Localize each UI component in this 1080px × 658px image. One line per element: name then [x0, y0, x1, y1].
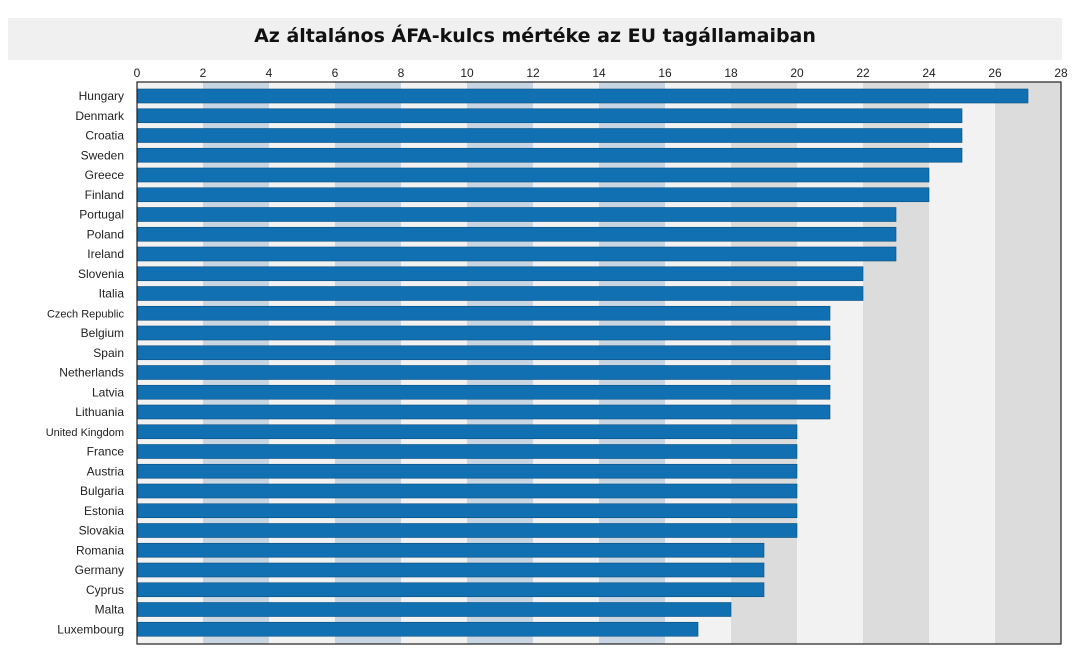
bar-croatia — [136, 128, 963, 143]
bar-malta — [136, 602, 732, 617]
y-category-label: Slovakia — [79, 524, 125, 538]
grid-band — [203, 82, 269, 644]
y-category-label: Poland — [87, 227, 124, 241]
x-tick-label: 14 — [592, 66, 606, 80]
bar-greece — [136, 167, 930, 183]
bar-belgium — [136, 325, 831, 341]
grid-band — [731, 82, 797, 644]
title-band — [8, 18, 1062, 60]
grid-band — [929, 82, 995, 644]
bar-netherlands — [136, 365, 831, 380]
y-category-label: Luxembourg — [57, 622, 124, 636]
y-category-label: Spain — [93, 346, 124, 360]
x-tick-label: 16 — [658, 66, 672, 80]
y-category-label: Romania — [76, 543, 124, 557]
grid-band — [335, 82, 401, 644]
y-category-label: Croatia — [85, 129, 124, 143]
x-tick-label: 12 — [526, 66, 540, 80]
x-tick-label: 2 — [200, 66, 207, 80]
grid-band — [533, 82, 599, 644]
x-axis-ticks: 0 2 4 6 8 10 12 14 16 18 20 22 24 26 28 — [134, 66, 1068, 80]
grid-band — [467, 82, 533, 644]
bar-austria — [136, 463, 798, 479]
y-category-label: Estonia — [84, 504, 124, 518]
grid-band — [401, 82, 467, 644]
x-tick-label: 10 — [460, 66, 474, 80]
bar-latvia — [136, 384, 831, 400]
bar-sweden — [136, 147, 963, 163]
y-category-label: Ireland — [87, 247, 124, 261]
chart-title: Az általános ÁFA-kulcs mértéke az EU tag… — [254, 25, 816, 47]
y-category-label: Bulgaria — [80, 484, 124, 498]
x-tick-label: 22 — [856, 66, 870, 80]
bar-slovakia — [136, 523, 798, 538]
bar-luxembourg — [136, 621, 699, 637]
y-category-label: France — [87, 445, 125, 459]
bar-bulgaria — [136, 483, 798, 499]
y-category-label: Denmark — [75, 109, 125, 123]
bar-romania — [136, 542, 765, 558]
y-category-label: Cyprus — [86, 583, 124, 597]
y-category-label: Latvia — [92, 385, 124, 399]
x-tick-label: 20 — [790, 66, 804, 80]
x-tick-label: 28 — [1054, 66, 1068, 80]
grid-band — [137, 82, 203, 644]
y-category-label: Germany — [75, 563, 124, 577]
grid-band — [599, 82, 665, 644]
bars — [136, 88, 1029, 637]
y-category-label: Italia — [99, 287, 125, 301]
grid-band — [995, 82, 1061, 644]
grid-band — [269, 82, 335, 644]
x-tick-label: 24 — [922, 66, 936, 80]
bar-portugal — [136, 207, 897, 222]
x-tick-label: 6 — [332, 66, 339, 80]
bar-poland — [136, 226, 897, 242]
bar-italia — [136, 286, 864, 301]
background-bands — [137, 82, 1061, 644]
y-axis-labels: Hungary Denmark Croatia Sweden Greece Finland… — [46, 89, 125, 636]
x-tick-label: 26 — [988, 66, 1002, 80]
plot-border — [136, 81, 1062, 645]
x-tick-label: 0 — [134, 66, 141, 80]
x-tick-label: 18 — [724, 66, 738, 80]
bar-united-kingdom — [136, 424, 798, 440]
y-category-label: Finland — [85, 188, 124, 202]
y-category-label: Hungary — [79, 89, 124, 103]
x-tick-label: 4 — [266, 66, 273, 80]
y-category-label: Sweden — [81, 148, 124, 162]
y-category-label: Belgium — [81, 326, 124, 340]
bar-france — [136, 444, 798, 459]
grid-band — [863, 82, 929, 644]
y-category-label: Malta — [95, 603, 125, 617]
bar-spain — [136, 345, 831, 361]
grid-band — [797, 82, 863, 644]
bar-estonia — [136, 503, 798, 519]
bar-finland — [136, 187, 930, 203]
bar-lithuania — [136, 404, 831, 420]
y-category-label: Czech Republic — [47, 308, 125, 320]
x-tick-label: 8 — [398, 66, 405, 80]
y-category-label: Lithuania — [75, 405, 124, 419]
y-category-label: Netherlands — [59, 366, 124, 380]
plot-frame — [136, 81, 1062, 645]
bar-czech-republic — [136, 305, 831, 321]
bar-hungary — [136, 88, 1029, 104]
bar-germany — [136, 562, 765, 578]
y-category-label: Slovenia — [78, 267, 124, 281]
grid-band — [665, 82, 731, 644]
bar-denmark — [136, 108, 963, 124]
y-category-label: Austria — [87, 464, 125, 478]
bar-cyprus — [136, 582, 765, 598]
bar-ireland — [136, 246, 897, 262]
y-category-label: Portugal — [79, 208, 124, 222]
bar-slovenia — [136, 266, 864, 282]
y-category-label: Greece — [85, 168, 125, 182]
y-category-label: United Kingdom — [46, 427, 124, 439]
